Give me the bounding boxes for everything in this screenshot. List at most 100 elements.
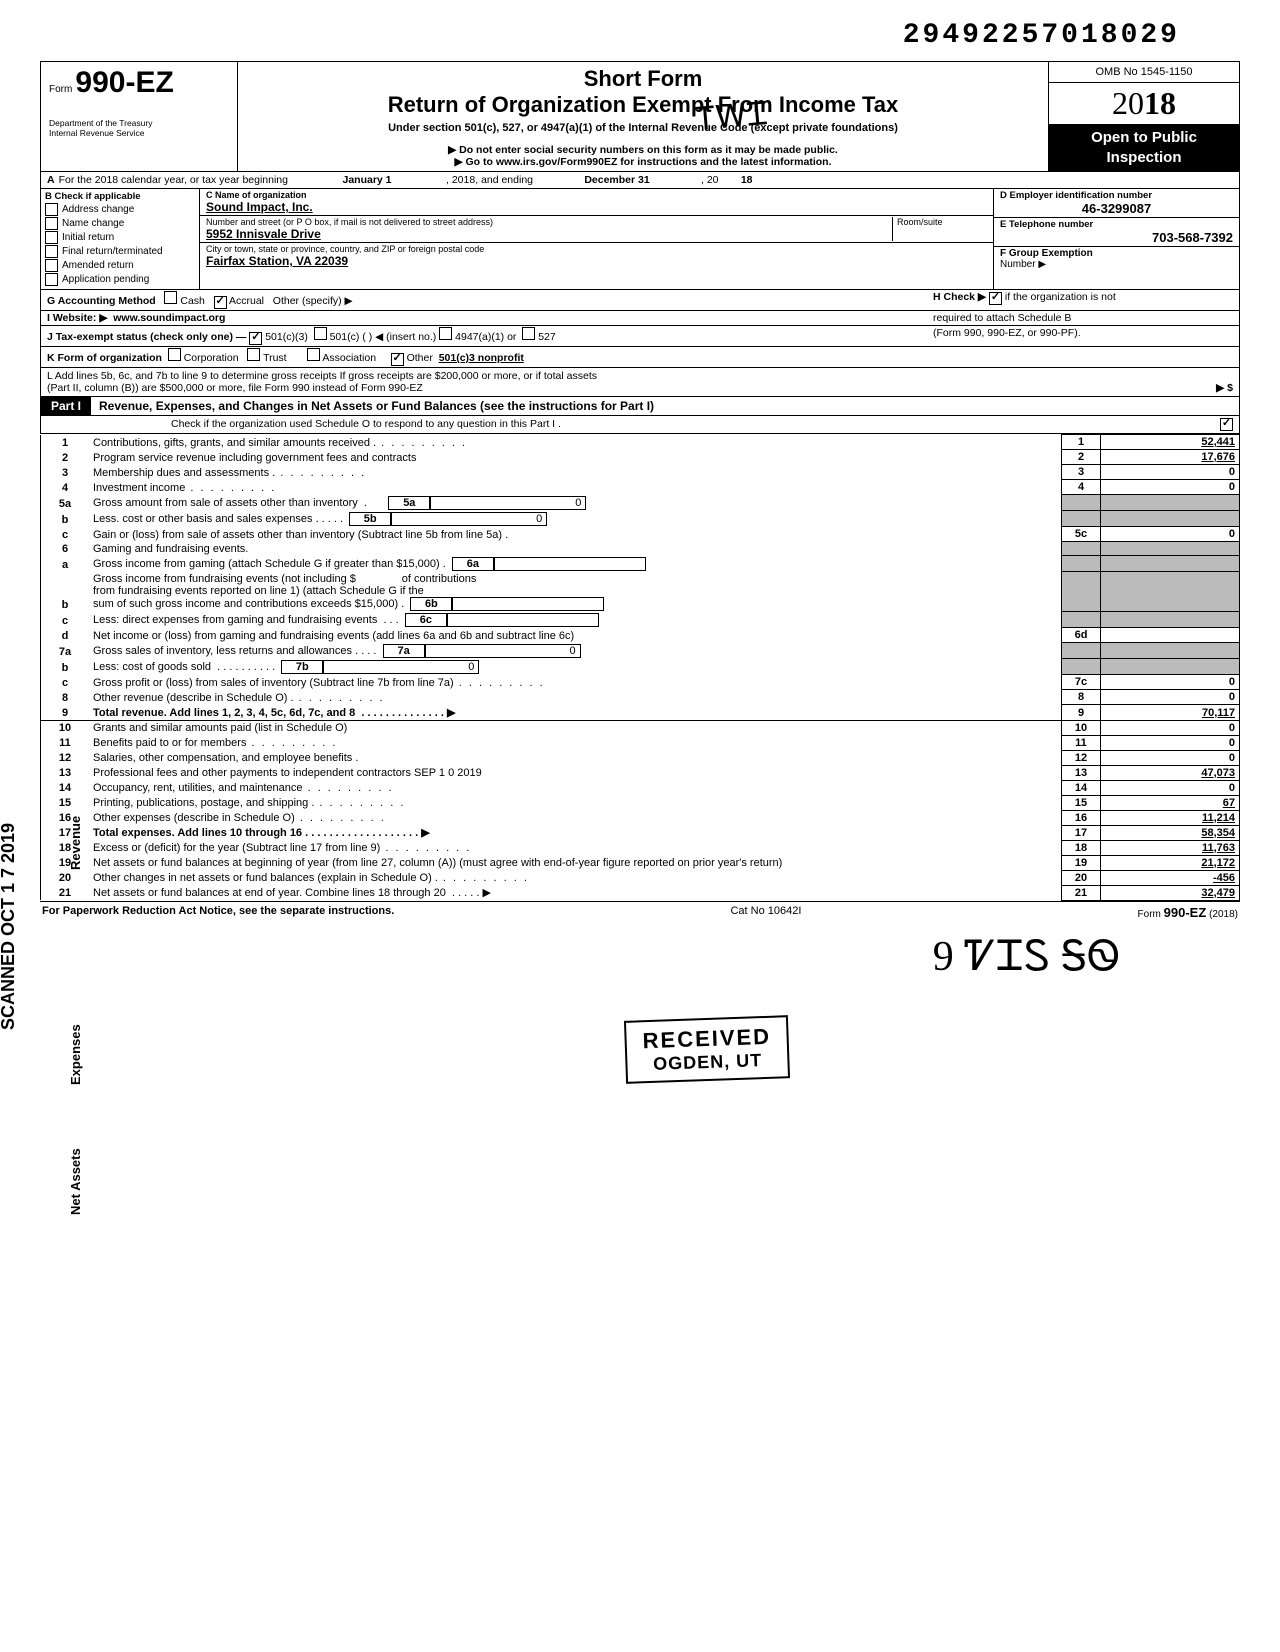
line-rnum: 1 [1062,435,1101,450]
line-num: 5a [41,495,90,511]
tax-year: 2018 [1049,83,1239,124]
row-j-label: J Tax-exempt status (check only one) — [47,331,246,343]
title-short-form: Short Form [246,66,1040,92]
row-h-text: if the organization is not [1005,291,1116,303]
line-15: 15Printing, publications, postage, and s… [41,795,1240,810]
form-prefix: Form [49,84,72,95]
label-group-exempt-num: Number ▶ [1000,259,1046,270]
line-val: 52,441 [1101,435,1240,450]
part1-title: Revenue, Expenses, and Changes in Net As… [91,397,662,415]
line-desc: Gain or (loss) from sale of assets other… [89,527,1062,542]
check-name-label: Name change [62,218,124,229]
check-assoc[interactable] [307,348,320,361]
line-desc: Other expenses (describe in Schedule O) [89,810,1062,825]
line-num: 11 [41,735,90,750]
line-19: 19Net assets or fund balances at beginni… [41,855,1240,870]
other-method-label: Other (specify) ▶ [273,295,353,307]
check-pending[interactable]: Application pending [45,273,195,286]
line-val: 21,172 [1101,855,1240,870]
line-desc: Less: cost of goods sold [93,661,211,673]
line-18: 18Excess or (deficit) for the year (Subt… [41,840,1240,855]
line-val: 11,214 [1101,810,1240,825]
line-val: 67 [1101,795,1240,810]
dept-irs: Internal Revenue Service [49,128,229,138]
line-desc: Gross income from gaming (attach Schedul… [93,558,446,570]
line-rnum: 10 [1062,720,1101,735]
line-num: d [41,628,90,643]
sidebar-netassets: Net Assets [68,1148,83,1215]
line-rnum: 5c [1062,527,1101,542]
check-4947[interactable] [439,327,452,340]
row-i-label: I Website: ▶ [47,312,107,324]
check-501c[interactable] [314,327,327,340]
line-21: 21Net assets or fund balances at end of … [41,885,1240,900]
line-num: 9 [41,705,90,721]
sub-num: 6c [405,613,447,627]
row-i: I Website: ▶ www.soundimpact.org require… [40,311,1240,326]
check-address-label: Address change [62,204,134,215]
label-ein: D Employer identification number [1000,190,1233,201]
part1-tab: Part I [41,397,91,415]
sub-num: 6a [452,557,494,571]
row-g: G Accounting Method Cash Accrual Other (… [40,290,1240,311]
row-a-begin: January 1 [292,174,442,186]
subtitle: Under section 501(c), 527, or 4947(a)(1)… [246,122,1040,134]
org-city: Fairfax Station, VA 22039 [206,254,987,268]
527-label: 527 [538,331,556,343]
label-phone: E Telephone number [1000,219,1233,230]
line-desc: Investment income [89,480,1062,495]
check-h[interactable] [989,292,1002,305]
sub-val [447,613,599,627]
check-501c3[interactable] [249,332,262,345]
check-amended[interactable]: Amended return [45,259,195,272]
line-val: 0 [1101,675,1240,690]
row-h-label: H Check ▶ [933,291,986,303]
check-accrual[interactable] [214,296,227,309]
line-12: 12Salaries, other compensation, and empl… [41,750,1240,765]
check-other-org[interactable] [391,353,404,366]
line-desc: Gaming and fundraising events. [89,542,1062,556]
check-corp[interactable] [168,348,181,361]
check-name[interactable]: Name change [45,217,195,230]
line-7b: bLess: cost of goods sold . . . . . . . … [41,659,1240,675]
line-val: 70,117 [1101,705,1240,721]
line-desc: Benefits paid to or for members [89,735,1062,750]
check-address[interactable]: Address change [45,203,195,216]
line-rnum: 17 [1062,825,1101,840]
check-final[interactable]: Final return/terminated [45,245,195,258]
line-desc: Occupancy, rent, utilities, and maintena… [89,780,1062,795]
check-pending-label: Application pending [62,274,149,285]
open-to-public: Open to Public Inspection [1049,124,1239,171]
check-527[interactable] [522,327,535,340]
line-17: 17Total expenses. Add lines 10 through 1… [41,825,1240,840]
row-a-end: December 31 [537,174,697,186]
line-val: 0 [1101,780,1240,795]
line-val: 0 [1101,527,1240,542]
line-num: c [41,527,90,542]
label-group-exempt: F Group Exemption [1000,248,1093,259]
line-desc: Less: direct expenses from gaming and fu… [93,614,377,626]
org-street: 5952 Innisvale Drive [206,227,892,241]
label-org-name: C Name of organization [206,190,987,200]
line-rnum: 11 [1062,735,1101,750]
check-cash[interactable] [164,291,177,304]
line-6c: cLess: direct expenses from gaming and f… [41,612,1240,628]
check-initial[interactable]: Initial return [45,231,195,244]
sub-num: 7a [383,644,425,658]
row-a-mid: , 2018, and ending [446,174,533,186]
footer-mid: Cat No 10642I [730,905,801,920]
goto-text: ▶ Go to www.irs.gov/Form990EZ for instru… [246,156,1040,168]
line-1: 1Contributions, gifts, grants, and simil… [41,435,1240,450]
sub-num: 6b [410,597,452,611]
line-desc: Less. cost or other basis and sales expe… [93,513,319,525]
row-a-yrval: 18 [723,174,753,186]
line-desc: Program service revenue including govern… [89,450,1062,465]
line-14: 14Occupancy, rent, utilities, and mainte… [41,780,1240,795]
check-trust[interactable] [247,348,260,361]
line-rnum: 8 [1062,690,1101,705]
line-num: b [41,659,90,675]
line-num: 8 [41,690,90,705]
line-num: 10 [41,720,90,735]
check-schedule-o[interactable] [1220,418,1233,431]
form-number: 990-EZ [75,66,173,99]
